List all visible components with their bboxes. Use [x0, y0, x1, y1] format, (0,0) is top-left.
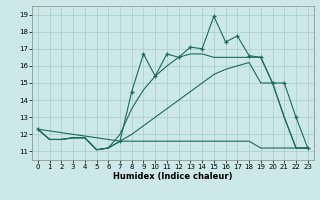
- X-axis label: Humidex (Indice chaleur): Humidex (Indice chaleur): [113, 172, 233, 181]
